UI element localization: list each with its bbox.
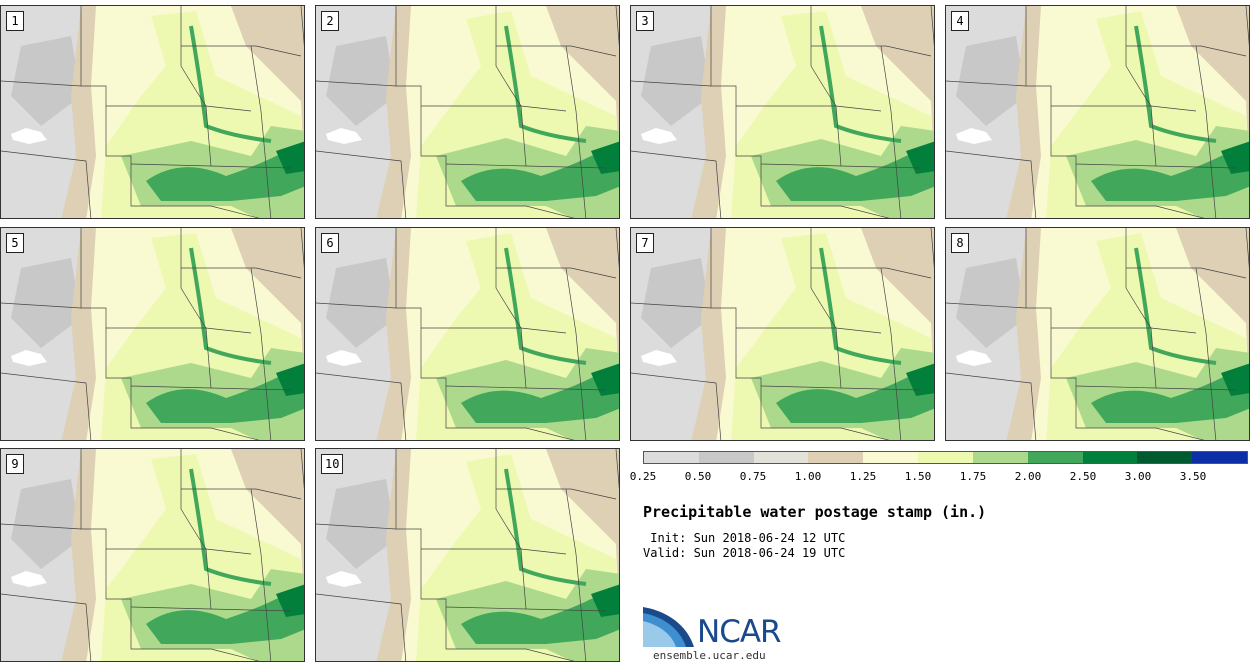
colorbar-segment (753, 452, 809, 463)
init-time: Init: Sun 2018-06-24 12 UTC (643, 531, 846, 545)
member-number-label: 10 (321, 454, 344, 474)
colorbar-tick-label: 1.50 (904, 470, 932, 483)
member-panel-4: 4 (945, 5, 1250, 219)
precip-water-map (631, 6, 934, 218)
colorbar-tick-label: 3.00 (1124, 470, 1152, 483)
member-number-label: 6 (321, 233, 339, 253)
member-panel-1: 1 (0, 5, 305, 219)
colorbar-tick-label: 2.50 (1069, 470, 1097, 483)
colorbar-segment (972, 452, 1028, 463)
colorbar-tick-label: 0.50 (684, 470, 712, 483)
precip-water-map (631, 228, 934, 440)
colorbar (643, 451, 1248, 464)
member-number-label: 4 (951, 11, 969, 31)
colorbar-segment (1192, 452, 1247, 463)
colorbar-segment (863, 452, 919, 463)
colorbar-segment (698, 452, 754, 463)
colorbar-tick-label: 1.00 (794, 470, 822, 483)
colorbar-tick-label: 2.00 (1014, 470, 1042, 483)
member-number-label: 3 (636, 11, 654, 31)
colorbar-segment (1082, 452, 1138, 463)
colorbar-segment (918, 452, 973, 463)
member-number-label: 7 (636, 233, 654, 253)
member-panel-6: 6 (315, 227, 620, 441)
member-number-label: 5 (6, 233, 24, 253)
member-panel-10: 10 (315, 448, 620, 662)
precip-water-map (1, 6, 304, 218)
member-panel-3: 3 (630, 5, 935, 219)
precip-water-map (316, 228, 619, 440)
plot-title: Precipitable water postage stamp (in.) (643, 503, 987, 521)
colorbar-tick-label: 3.50 (1179, 470, 1207, 483)
colorbar-segment (808, 452, 864, 463)
colorbar-tick-label: 1.75 (959, 470, 987, 483)
colorbar-tick-label: 0.75 (739, 470, 767, 483)
member-panel-5: 5 (0, 227, 305, 441)
member-number-label: 2 (321, 11, 339, 31)
colorbar-tick-label: 1.25 (849, 470, 877, 483)
precip-water-map (946, 228, 1249, 440)
member-number-label: 1 (6, 11, 24, 31)
member-panel-9: 9 (0, 448, 305, 662)
precip-water-map (1, 449, 304, 661)
member-number-label: 8 (951, 233, 969, 253)
colorbar-ticks: 0.25 0.50 0.75 1.00 1.25 1.50 1.75 2.00 2.50 3.00… (630, 470, 1248, 484)
member-number-label: 9 (6, 454, 24, 474)
colorbar-tick-label: 0.25 (629, 470, 657, 483)
precip-water-map (316, 449, 619, 661)
colorbar-segment (1137, 452, 1193, 463)
valid-time: Valid: Sun 2018-06-24 19 UTC (643, 546, 846, 560)
ncar-logo-text: NCAR (697, 614, 782, 650)
ncar-logo-icon (643, 607, 694, 647)
member-panel-7: 7 (630, 227, 935, 441)
colorbar-segment (644, 452, 699, 463)
precip-water-map (946, 6, 1249, 218)
member-panel-2: 2 (315, 5, 620, 219)
colorbar-segment (1027, 452, 1083, 463)
site-url: ensemble.ucar.edu (653, 649, 766, 662)
precip-water-map (1, 228, 304, 440)
member-panel-8: 8 (945, 227, 1250, 441)
precip-water-map (316, 6, 619, 218)
